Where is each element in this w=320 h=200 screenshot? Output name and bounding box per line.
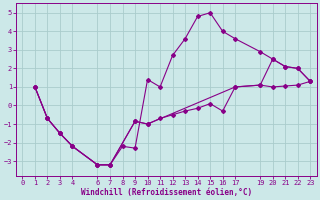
X-axis label: Windchill (Refroidissement éolien,°C): Windchill (Refroidissement éolien,°C) [81, 188, 252, 197]
